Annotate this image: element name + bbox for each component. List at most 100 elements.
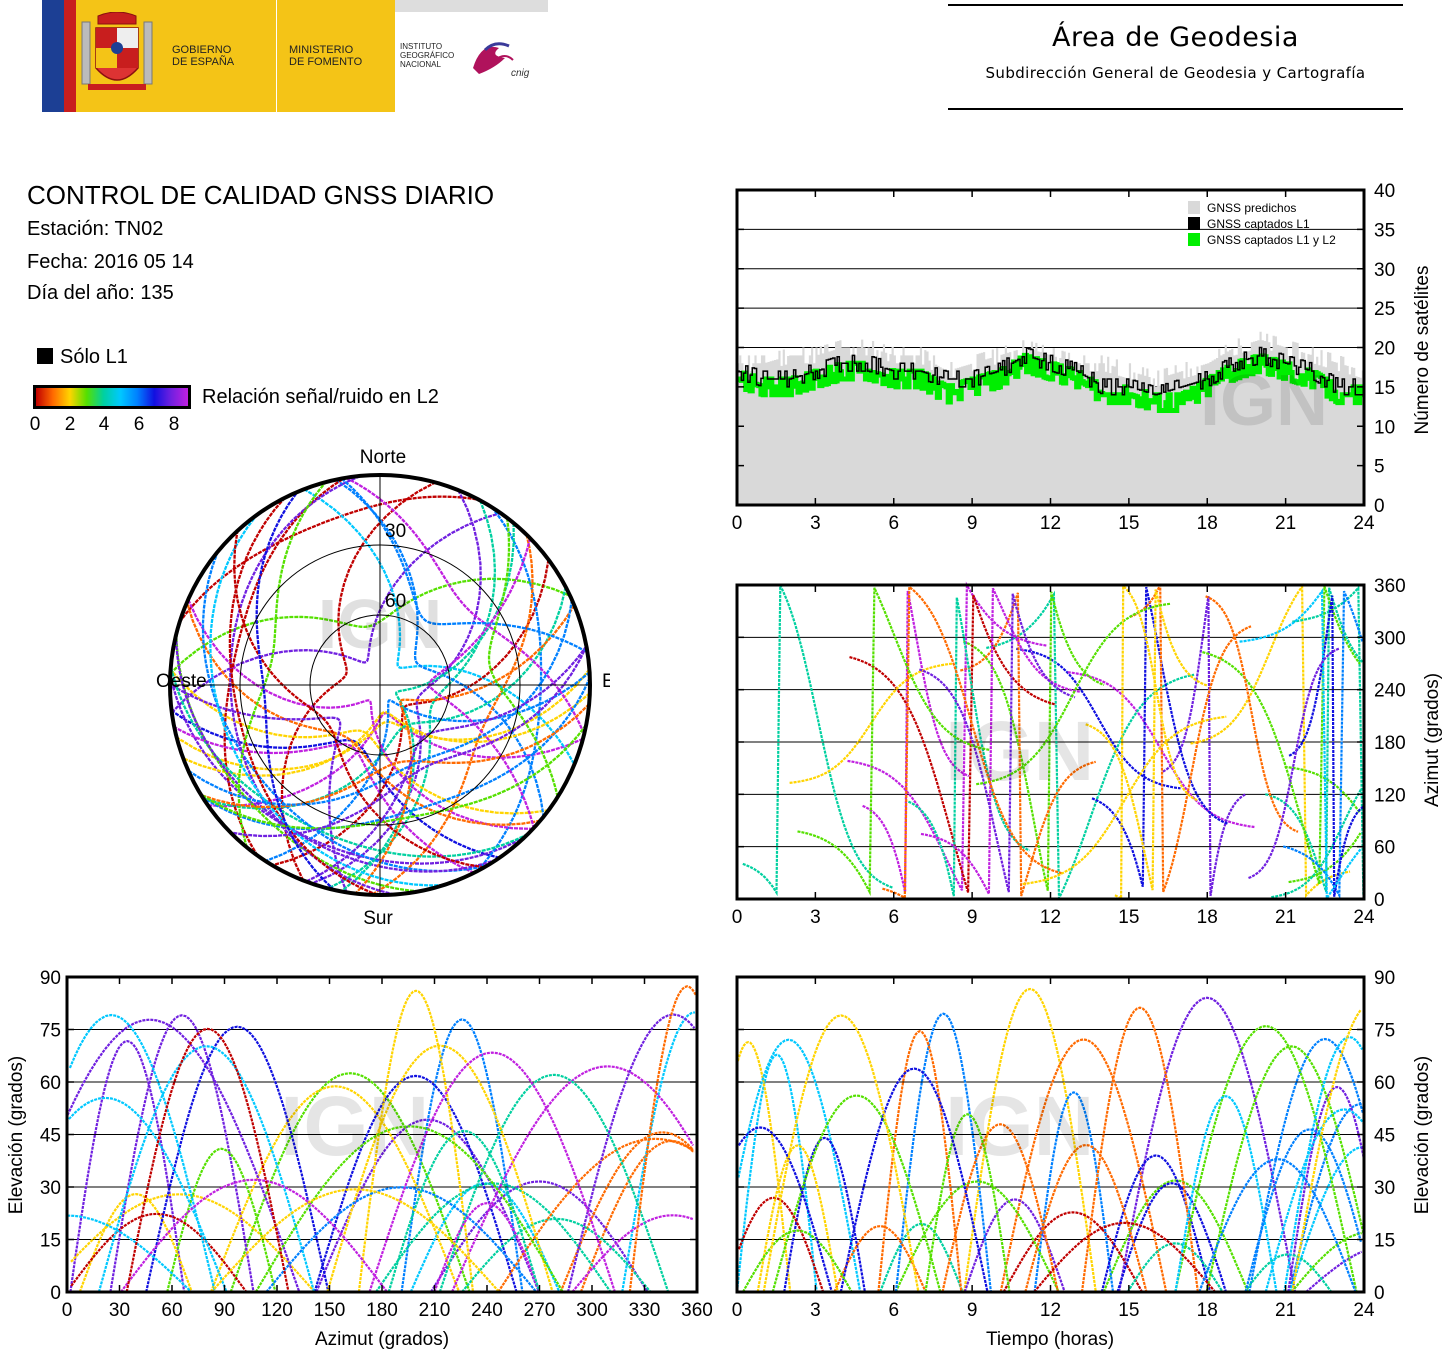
snr-tick: 0: [29, 414, 41, 435]
satellite-track: [280, 481, 436, 881]
satellite-track: [187, 599, 534, 831]
y-tick-label: 60: [40, 1073, 61, 1094]
x-tick-label: 0: [62, 1300, 73, 1321]
satellite-track: [187, 599, 574, 806]
l1-only-label: Sólo L1: [60, 346, 128, 368]
y-tick-label: 360: [1374, 576, 1406, 597]
report-title: CONTROL DE CALIDAD GNSS DIARIO: [27, 180, 495, 210]
satellite-track: [428, 537, 536, 829]
area-title: Área de Geodesia: [1052, 22, 1299, 53]
y-tick-label: 15: [1374, 1231, 1395, 1252]
satellite-track: [210, 1188, 501, 1293]
satellite-track: [1033, 1091, 1115, 1293]
satellite-track: [962, 591, 1105, 891]
count-legend: GNSS predichos GNSS captados L1 GNSS cap…: [1188, 201, 1336, 247]
series-l1-line: [737, 346, 1364, 396]
satellite-track: [340, 522, 515, 893]
satellite-track: [170, 709, 500, 859]
satellite-track: [340, 477, 588, 654]
x-tick-label: 9: [967, 907, 978, 928]
satellite-track: [255, 491, 335, 891]
satellite-track: [78, 1192, 193, 1293]
satellite-track: [1244, 1128, 1362, 1293]
satellite-track: [438, 1073, 670, 1293]
y-tick-label: 10: [1374, 417, 1395, 438]
satellite-track: [741, 1229, 853, 1293]
legend-label-predicted: GNSS predichos: [1207, 201, 1296, 215]
y-tick-label: 90: [1374, 968, 1395, 989]
satellite-track: [1264, 1108, 1365, 1293]
snr-tick: 8: [168, 414, 180, 435]
satellite-track: [1174, 1024, 1358, 1293]
y-tick-label: 120: [1374, 785, 1406, 806]
satellite-track: [1129, 584, 1252, 893]
institute-logo-text: INSTITUTO GEOGRÁFICO NACIONAL: [400, 42, 454, 69]
satellite-track: [756, 1144, 839, 1293]
y-tick-label: 30: [1374, 1178, 1395, 1199]
x-tick-label: 30: [109, 1300, 130, 1321]
ministry-text-line2: DE FOMENTO: [289, 56, 363, 68]
satellite-track: [125, 1027, 290, 1293]
satellite-track: [450, 1065, 695, 1293]
satellite-track: [175, 633, 420, 893]
satellite-track: [579, 1139, 695, 1293]
satellite-track: [849, 594, 1057, 893]
satellite-track: [1033, 1221, 1217, 1293]
satellite-track: [628, 985, 697, 1293]
x-tick-label: 18: [1197, 907, 1218, 928]
y-tick-label: 30: [1374, 260, 1395, 281]
date-label: Fecha: 2016 05 14: [27, 251, 194, 273]
satellite-track: [1239, 588, 1362, 902]
area-rule-bottom: [948, 108, 1403, 110]
y-axis-label: Elevación (grados): [6, 1056, 27, 1214]
ign-logo-box: [395, 0, 548, 112]
y-tick-label: 0: [50, 1283, 61, 1304]
satellite-track: [487, 517, 559, 798]
satellite-track: [311, 489, 482, 885]
y-axis-label: Azimut (grados): [1422, 673, 1443, 807]
satellite-track: [771, 1094, 942, 1293]
satellite-track: [986, 590, 1195, 899]
y-tick-label: 60: [1374, 838, 1395, 859]
satellite-track: [335, 478, 545, 817]
y-tick-label: 20: [1374, 339, 1395, 360]
satellite-track: [66, 1018, 301, 1293]
coat-of-arms-icon: [81, 12, 153, 90]
satellite-track: [461, 1217, 652, 1293]
satellite-track: [1002, 1211, 1144, 1293]
snr-colorbar-label: Relación señal/ruido en L2: [202, 386, 439, 408]
direction-west: Oeste: [156, 671, 207, 692]
x-tick-label: 6: [888, 513, 899, 534]
satellite-track: [230, 645, 588, 838]
x-tick-label: 21: [1275, 907, 1296, 928]
satellite-track: [70, 1193, 316, 1293]
direction-north: Norte: [360, 447, 406, 468]
satellite-track: [559, 1131, 694, 1293]
satellite-track: [354, 604, 576, 895]
x-tick-label: 15: [1118, 513, 1139, 534]
satellite-track: [265, 1186, 538, 1293]
satellite-track: [69, 1039, 186, 1293]
satellite-track: [924, 1113, 1011, 1293]
skyplot-tracks: [170, 475, 590, 895]
y-axis-label: Elevación (grados): [1412, 1056, 1433, 1214]
institute-text-line1: INSTITUTO: [400, 42, 443, 51]
x-tick-label: 18: [1197, 513, 1218, 534]
satellite-track: [1292, 585, 1365, 896]
satellite-track: [907, 597, 1030, 897]
satellite-track: [182, 692, 590, 777]
l1-only-swatch: [37, 348, 53, 364]
x-tick-label: 9: [967, 513, 978, 534]
flag-red-stripe: [64, 0, 76, 112]
satellite-track: [1067, 671, 1255, 829]
y-tick-label: 0: [1374, 1283, 1385, 1304]
x-tick-label: 240: [471, 1300, 503, 1321]
legend-swatch-l1l2: [1188, 233, 1200, 246]
satellite-track: [737, 1126, 833, 1293]
x-tick-label: 24: [1353, 513, 1375, 534]
satellite-track: [1284, 765, 1361, 814]
watermark-text: IGN: [945, 1079, 1094, 1173]
